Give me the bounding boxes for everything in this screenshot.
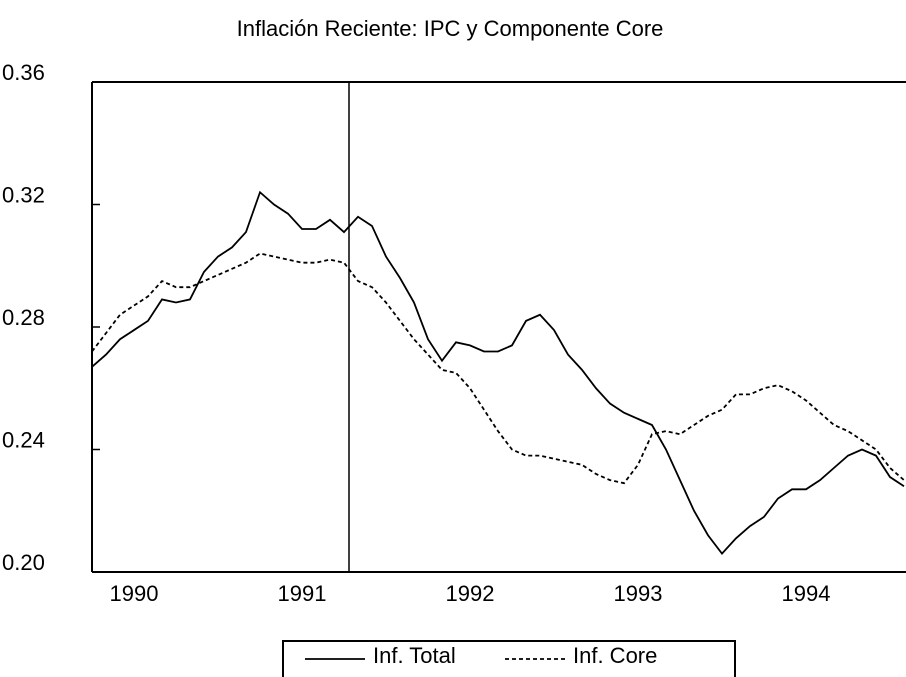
x-tick-label: 1991	[278, 581, 327, 606]
y-tick-label: 0.32	[2, 182, 45, 207]
legend-box	[282, 640, 736, 677]
x-tick-label: 1994	[782, 581, 831, 606]
x-tick-label: 1990	[110, 581, 159, 606]
series-line	[91, 190, 905, 556]
legend-label: Inf. Total	[373, 643, 456, 668]
x-tick-label: 1993	[614, 581, 663, 606]
series-line	[91, 252, 905, 485]
y-tick-label: 0.28	[2, 305, 45, 330]
y-tick-label: 0.36	[2, 60, 45, 85]
x-tick-label: 1992	[446, 581, 495, 606]
chart-title: Inflación Reciente: IPC y Componente Cor…	[237, 16, 664, 41]
legend-label: Inf. Core	[573, 643, 657, 668]
y-tick-label: 0.20	[2, 550, 45, 575]
y-tick-label: 0.24	[2, 427, 45, 452]
